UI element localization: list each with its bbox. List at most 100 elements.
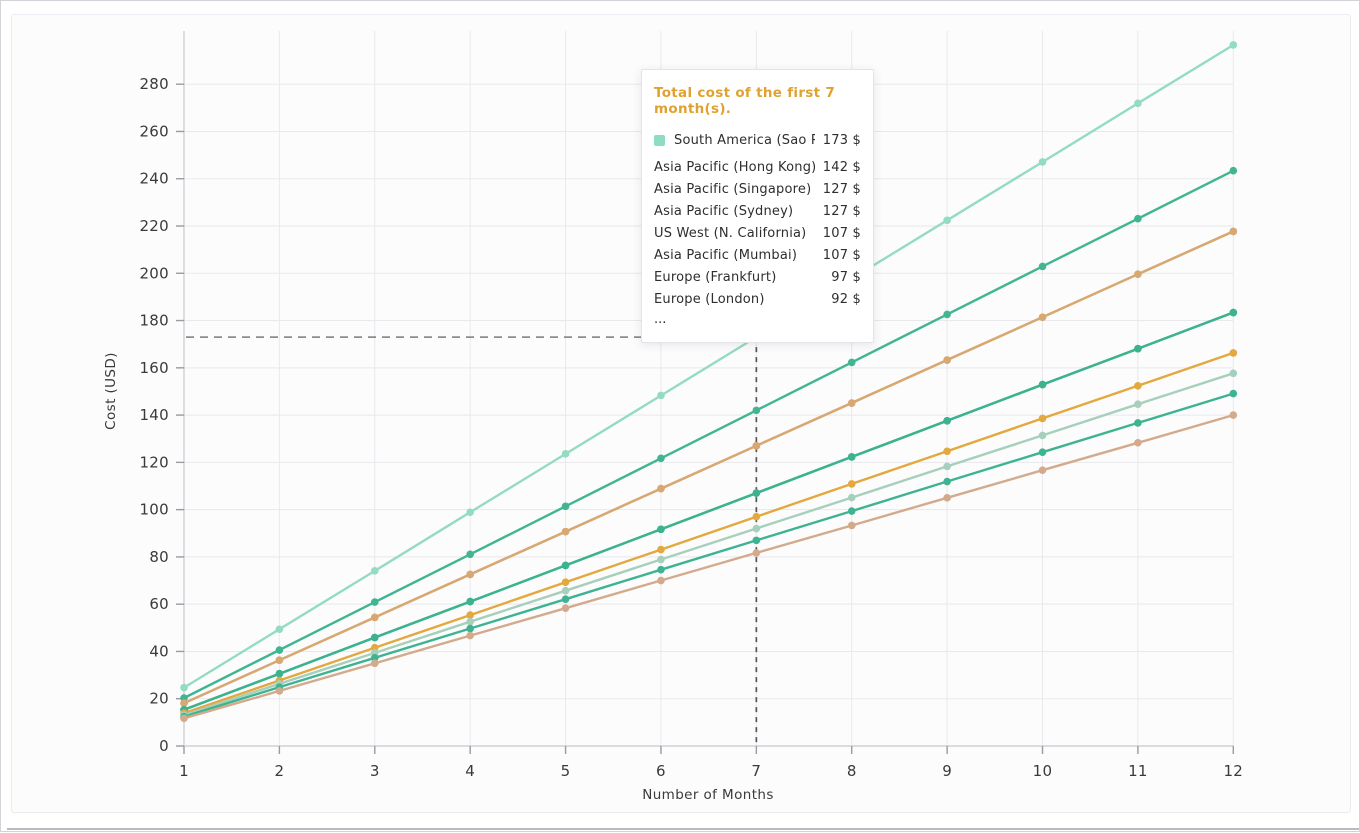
data-point	[657, 391, 665, 400]
data-point	[847, 480, 856, 488]
data-point	[561, 595, 570, 604]
series-line	[182, 351, 1235, 715]
data-point	[1038, 158, 1047, 166]
data-point	[466, 624, 474, 633]
x-tick-label: 7	[751, 762, 761, 780]
data-point	[1038, 313, 1047, 322]
tooltip-row: Europe (Frankfurt) 97 $	[654, 266, 861, 288]
tooltip-series-label: Asia Pacific (Sydney)	[654, 203, 794, 219]
data-point	[466, 611, 474, 619]
tooltip-series-value: 142 $	[822, 159, 861, 175]
tooltip-series-value: 127 $	[822, 203, 861, 219]
data-point	[1134, 214, 1142, 223]
data-point	[1229, 166, 1238, 175]
data-point	[943, 310, 951, 319]
data-point	[657, 545, 665, 554]
data-point	[847, 493, 856, 502]
data-point	[180, 694, 188, 702]
y-tick-label: 20	[149, 690, 169, 708]
tooltip-series-label: Europe (Frankfurt)	[654, 269, 777, 285]
x-tick-label: 4	[465, 762, 475, 780]
data-point	[561, 502, 570, 511]
tooltip-series-value: 92 $	[831, 291, 861, 307]
data-point	[370, 567, 379, 575]
tooltip-more-indicator: ...	[654, 312, 667, 327]
data-point	[943, 494, 951, 502]
data-point	[1134, 381, 1142, 390]
tooltip-row: Asia Pacific (Singapore) 127 $	[654, 178, 861, 200]
series-marker-icon	[654, 134, 665, 146]
tooltip-series-value: 107 $	[822, 247, 861, 263]
data-point	[847, 507, 856, 515]
data-point	[943, 447, 951, 456]
data-point	[180, 683, 188, 692]
data-point	[657, 525, 665, 534]
data-point	[1038, 448, 1047, 457]
data-point	[561, 578, 570, 587]
y-tick-label: 80	[149, 548, 169, 566]
data-point	[370, 613, 379, 622]
data-point	[561, 561, 570, 570]
data-point	[1134, 270, 1142, 279]
data-point	[657, 576, 665, 585]
data-point	[752, 512, 761, 521]
data-point	[752, 549, 761, 557]
tooltip-series-label: Asia Pacific (Singapore)	[654, 181, 812, 197]
tooltip-series-value: 97 $	[831, 269, 861, 285]
y-tick-label: 40	[149, 642, 169, 660]
data-point	[752, 442, 761, 450]
data-point	[561, 527, 570, 536]
data-point	[370, 659, 379, 668]
window-bottom-edge	[7, 828, 1359, 830]
x-tick-label: 6	[656, 762, 666, 780]
data-point	[1134, 344, 1142, 353]
data-point	[1229, 369, 1238, 378]
data-point	[1229, 41, 1238, 49]
data-point	[1229, 389, 1238, 398]
series-line	[182, 230, 1235, 705]
tooltip-series-label: Europe (London)	[654, 291, 765, 307]
tooltip-row: Asia Pacific (Mumbai) 107 $	[654, 244, 861, 266]
series-line	[182, 169, 1235, 700]
data-point	[943, 462, 951, 471]
data-point	[657, 555, 665, 564]
data-point	[561, 604, 570, 613]
data-point	[561, 586, 570, 595]
series-line	[182, 43, 1235, 689]
y-tick-label: 260	[139, 122, 169, 140]
data-point	[752, 524, 761, 533]
y-tick-label: 100	[139, 501, 169, 519]
data-point	[275, 656, 284, 665]
series-line	[182, 392, 1235, 718]
x-tick-label: 1	[179, 762, 189, 780]
tooltip-series-label: Asia Pacific (Mumbai)	[654, 247, 798, 263]
data-point	[1038, 466, 1047, 474]
x-tick-label: 12	[1223, 762, 1243, 780]
tooltip-row: US West (N. California) 107 $	[654, 222, 861, 244]
data-point	[1038, 414, 1047, 423]
tooltip-rows: South America (Sao Paulo) 173 $ Asia Pacif…	[654, 129, 861, 310]
chart-tooltip: Total cost of the first 7 month(s). Sout…	[641, 69, 874, 343]
data-point	[1134, 419, 1142, 427]
data-point	[752, 406, 761, 415]
data-point	[847, 399, 856, 407]
tooltip-series-value: 107 $	[822, 225, 861, 241]
y-tick-label: 60	[149, 595, 169, 613]
data-point	[275, 687, 284, 695]
tooltip-series-label: South America (Sao Paulo)	[674, 132, 815, 148]
data-point	[1134, 99, 1142, 108]
data-point	[752, 489, 761, 497]
data-point	[1229, 308, 1238, 317]
tooltip-series-value: 173 $	[822, 132, 861, 148]
data-point	[943, 356, 951, 364]
data-point	[943, 216, 951, 225]
data-point	[1229, 411, 1238, 419]
data-point	[466, 597, 474, 606]
y-tick-label: 280	[139, 75, 169, 93]
series-line	[182, 413, 1235, 720]
data-point	[370, 598, 379, 606]
data-point	[275, 669, 284, 678]
data-point	[657, 484, 665, 493]
x-tick-label: 10	[1033, 762, 1053, 780]
